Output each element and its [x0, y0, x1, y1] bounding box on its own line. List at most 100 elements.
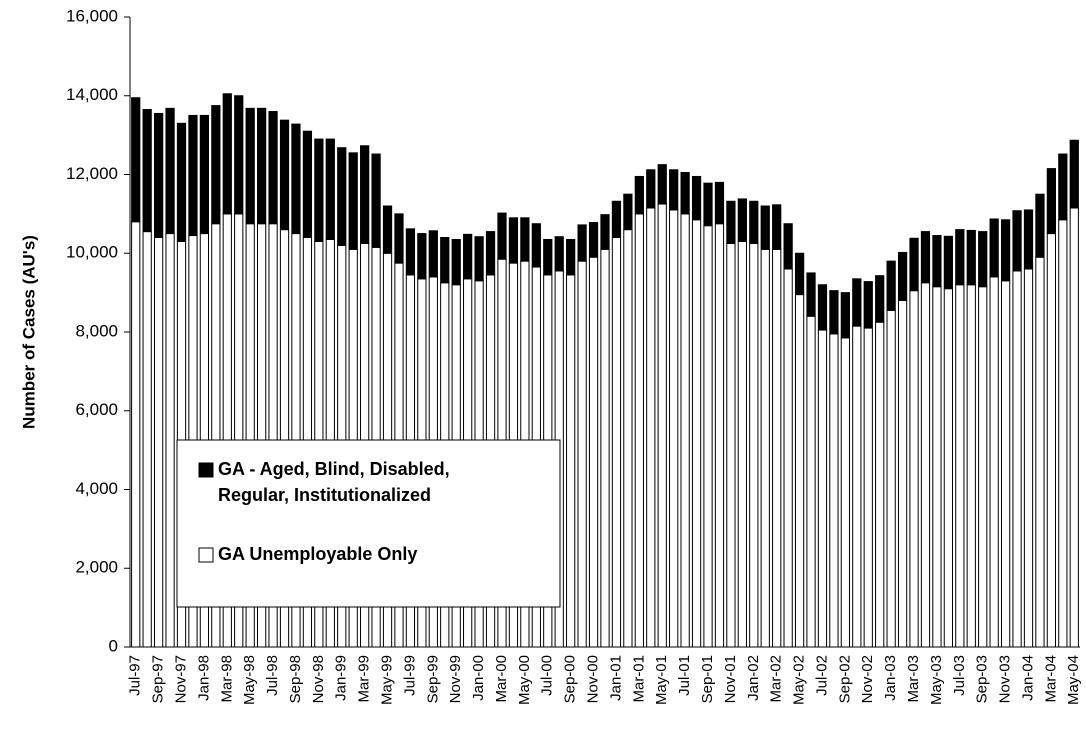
- y-axis-label: Number of Cases (AU's): [19, 235, 38, 429]
- x-tick-label: Jan-04: [1019, 655, 1036, 701]
- bar-segment: [783, 223, 793, 270]
- bar-segment: [337, 147, 347, 246]
- bar-segment: [485, 231, 496, 276]
- x-tick-label: Jul-00: [539, 655, 556, 696]
- bar-segment: [234, 95, 244, 215]
- bar-segment: [257, 107, 267, 225]
- bar-segment: [543, 238, 553, 276]
- bar-segment: [531, 223, 541, 268]
- bar-segment: [291, 123, 301, 235]
- x-tick-label: Jan-02: [745, 655, 762, 701]
- legend-line: GA - Aged, Blind, Disabled,: [218, 459, 450, 479]
- legend-swatch: [198, 547, 214, 563]
- bar-segment: [760, 248, 770, 648]
- x-tick-label: Jan-03: [882, 655, 899, 701]
- bar-segment: [1058, 219, 1068, 648]
- x-tick-label: Sep-97: [150, 655, 167, 703]
- x-tick-label: Jul-01: [676, 655, 693, 696]
- bar-segment: [1023, 268, 1034, 648]
- bar-segment: [978, 231, 988, 288]
- bar-segment: [588, 222, 599, 258]
- x-tick-label: Mar-03: [905, 655, 922, 703]
- bar-segment: [726, 200, 736, 244]
- bar-segment: [703, 182, 713, 227]
- bar-segment: [875, 275, 885, 323]
- bar-segment: [268, 111, 278, 225]
- x-tick-label: Jan-98: [195, 655, 212, 701]
- bar-segment: [131, 97, 141, 223]
- bar-segment: [176, 122, 187, 242]
- bar-segment: [405, 228, 416, 276]
- bar-segment: [1012, 210, 1022, 272]
- bar-segment: [245, 107, 255, 225]
- x-tick-label: Jul-02: [813, 655, 830, 696]
- bar-segment: [417, 233, 427, 280]
- x-tick-label: Jul-97: [127, 655, 144, 696]
- bar-segment: [142, 109, 152, 233]
- bar-segment: [703, 225, 713, 648]
- bar-segment: [211, 105, 221, 225]
- bar-segment: [691, 175, 702, 221]
- bar-segment: [989, 218, 999, 278]
- bar-segment: [1035, 193, 1045, 258]
- x-tick-label: Sep-03: [974, 655, 991, 703]
- bar-segment: [714, 223, 725, 648]
- bar-segment: [394, 213, 404, 264]
- bar-segment: [886, 309, 896, 648]
- bar-segment: [714, 181, 725, 225]
- x-tick-label: Jul-99: [401, 655, 418, 696]
- bar-segment: [955, 284, 965, 648]
- bar-segment: [783, 268, 793, 648]
- y-tick-label: 0: [109, 636, 118, 655]
- bar-segment: [611, 237, 622, 648]
- bar-segment: [1012, 270, 1022, 648]
- bar-segment: [554, 236, 564, 272]
- bar-segment: [680, 172, 690, 215]
- bar-segment: [1000, 280, 1011, 648]
- x-tick-label: Nov-98: [310, 655, 327, 703]
- x-tick-label: Mar-04: [1042, 655, 1059, 703]
- bar-segment: [669, 169, 679, 211]
- bar-segment: [932, 286, 942, 648]
- y-tick-label: 8,000: [75, 321, 118, 340]
- bar-segment: [840, 337, 850, 648]
- bar-segment: [657, 164, 667, 205]
- bar-segment: [1023, 209, 1034, 270]
- x-tick-label: May-04: [1065, 655, 1082, 705]
- bar-segment: [611, 200, 622, 238]
- x-tick-label: Jul-98: [264, 655, 281, 696]
- x-tick-label: May-03: [928, 655, 945, 705]
- bar-segment: [142, 231, 152, 648]
- legend-line: Regular, Institutionalized: [218, 485, 431, 505]
- x-tick-label: Mar-99: [356, 655, 373, 703]
- bar-segment: [806, 315, 816, 648]
- bar-segment: [325, 138, 335, 240]
- bar-segment: [955, 229, 965, 286]
- bar-segment: [451, 238, 461, 286]
- bar-segment: [165, 107, 175, 235]
- bar-segment: [577, 260, 587, 648]
- bar-segment: [1046, 168, 1057, 235]
- bar-segment: [875, 321, 885, 648]
- x-tick-label: Nov-03: [997, 655, 1014, 703]
- bar-segment: [943, 235, 953, 290]
- bar-segment: [920, 231, 931, 284]
- x-tick-label: Sep-98: [287, 655, 304, 703]
- bar-segment: [691, 219, 702, 648]
- bar-segment: [794, 252, 805, 296]
- bar-segment: [772, 204, 782, 250]
- x-tick-label: Nov-02: [859, 655, 876, 703]
- bar-segment: [600, 214, 610, 250]
- bar-segment: [600, 248, 610, 648]
- bar-segment: [806, 272, 816, 317]
- bar-segment: [726, 242, 736, 648]
- bar-segment: [863, 281, 873, 329]
- bar-segment: [829, 290, 839, 335]
- bar-segment: [794, 294, 805, 648]
- x-tick-label: Nov-00: [585, 655, 602, 703]
- bar-segment: [772, 248, 782, 648]
- y-tick-label: 12,000: [66, 164, 118, 183]
- bar-segment: [760, 205, 770, 250]
- bar-segment: [588, 256, 599, 648]
